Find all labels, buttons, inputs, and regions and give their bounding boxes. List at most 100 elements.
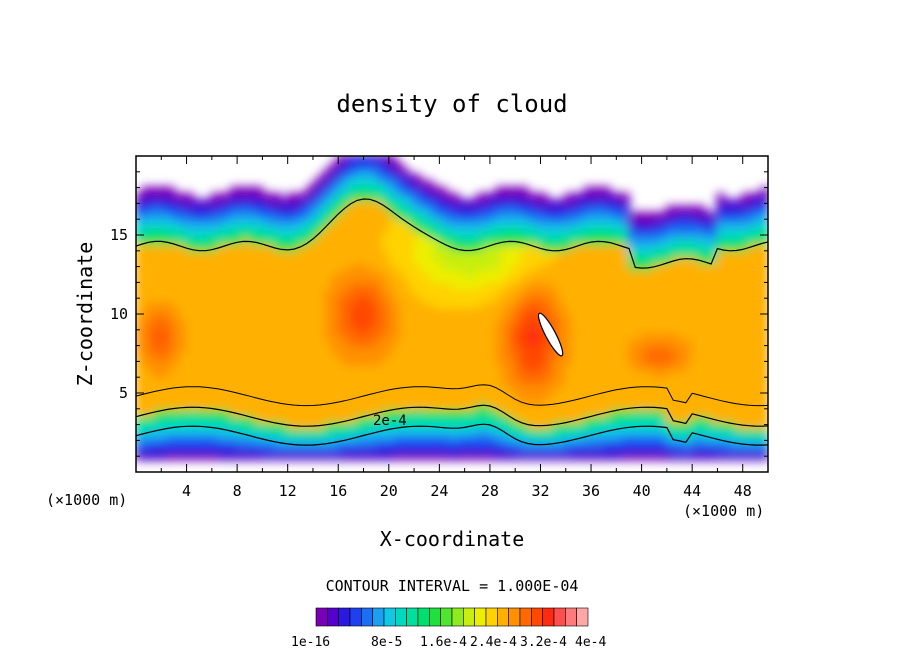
- colorbar-label: 4e-4: [575, 635, 606, 650]
- density-cell: [451, 313, 460, 322]
- density-cell: [375, 426, 384, 436]
- density-cell: [400, 401, 409, 410]
- density-cell: [558, 275, 567, 284]
- density-cell: [255, 376, 264, 385]
- density-cell: [665, 401, 675, 410]
- density-cell: [236, 199, 245, 208]
- density-cell: [267, 433, 277, 442]
- density-cell: [375, 414, 384, 423]
- density-cell: [343, 211, 352, 221]
- density-cell: [198, 376, 207, 385]
- density-cell: [198, 325, 207, 334]
- density-cell: [293, 294, 302, 303]
- density-cell: [337, 376, 346, 385]
- density-cell: [274, 376, 283, 385]
- density-cell: [387, 331, 397, 341]
- density-cell: [299, 199, 308, 208]
- density-cell: [394, 192, 403, 202]
- density-cell: [349, 414, 359, 423]
- density-cell: [507, 401, 517, 410]
- density-cell: [444, 268, 453, 278]
- density-cell: [488, 237, 498, 246]
- density-cell: [716, 395, 725, 404]
- density-cell: [394, 268, 403, 278]
- density-cell: [280, 388, 289, 398]
- density-cell: [476, 452, 485, 461]
- density-cell: [425, 363, 435, 372]
- density-cell: [754, 275, 763, 284]
- density-cell: [330, 186, 340, 195]
- density-cell: [160, 230, 169, 240]
- density-cell: [381, 331, 390, 341]
- density-cell: [691, 369, 700, 379]
- density-cell: [602, 319, 611, 328]
- density-cell: [514, 325, 523, 334]
- density-cell: [343, 243, 352, 252]
- density-cell: [172, 395, 182, 404]
- density-cell: [748, 256, 757, 265]
- density-cell: [179, 395, 188, 404]
- density-cell: [596, 319, 605, 328]
- density-cell: [716, 319, 725, 328]
- density-cell: [590, 256, 599, 265]
- density-cell: [337, 218, 346, 227]
- density-cell: [413, 268, 422, 278]
- density-cell: [267, 256, 277, 265]
- density-cell: [413, 395, 422, 404]
- density-cell: [425, 218, 435, 227]
- density-cell: [457, 237, 466, 246]
- density-cell: [438, 287, 447, 297]
- density-cell: [621, 319, 630, 328]
- density-cell: [482, 350, 491, 360]
- density-cell: [160, 268, 169, 278]
- density-cell: [760, 281, 768, 290]
- density-cell: [615, 199, 624, 208]
- density-cell: [609, 420, 618, 429]
- density-cell: [653, 230, 662, 240]
- density-cell: [482, 281, 491, 290]
- density-cell: [387, 268, 397, 278]
- density-cell: [179, 300, 188, 309]
- density-cell: [457, 243, 466, 252]
- colorbar-swatch: [315, 607, 328, 627]
- density-cell: [672, 388, 681, 398]
- density-cell: [533, 338, 542, 347]
- density-cell: [242, 331, 251, 341]
- colorbar-swatch: [383, 607, 396, 627]
- density-cell: [311, 237, 321, 246]
- density-cell: [172, 230, 182, 240]
- density-cell: [166, 395, 175, 404]
- density-cell: [590, 376, 599, 385]
- density-cell: [741, 199, 751, 208]
- density-cell: [381, 344, 390, 353]
- density-cell: [438, 199, 447, 208]
- density-cell: [400, 262, 409, 271]
- density-cell: [691, 325, 700, 334]
- density-cell: [520, 306, 529, 315]
- density-cell: [343, 180, 352, 189]
- density-cell: [425, 338, 435, 347]
- density-cell: [646, 306, 656, 315]
- density-cell: [678, 433, 687, 442]
- density-cell: [469, 275, 479, 284]
- density-cell: [754, 300, 763, 309]
- density-cell: [754, 338, 763, 347]
- density-cell: [242, 287, 251, 297]
- density-cell: [280, 401, 289, 410]
- density-cell: [261, 382, 270, 391]
- density-cell: [381, 376, 390, 385]
- density-cell: [204, 300, 213, 309]
- density-cell: [729, 350, 738, 360]
- density-cell: [507, 407, 517, 417]
- density-cell: [311, 294, 321, 303]
- density-cell: [697, 414, 706, 423]
- density-cell: [362, 313, 371, 322]
- density-cell: [672, 452, 681, 461]
- density-cell: [691, 420, 700, 429]
- density-cell: [318, 186, 327, 195]
- density-cell: [526, 407, 536, 417]
- density-cell: [318, 369, 327, 379]
- density-cell: [160, 350, 169, 360]
- density-cell: [362, 287, 371, 297]
- density-cell: [741, 224, 751, 233]
